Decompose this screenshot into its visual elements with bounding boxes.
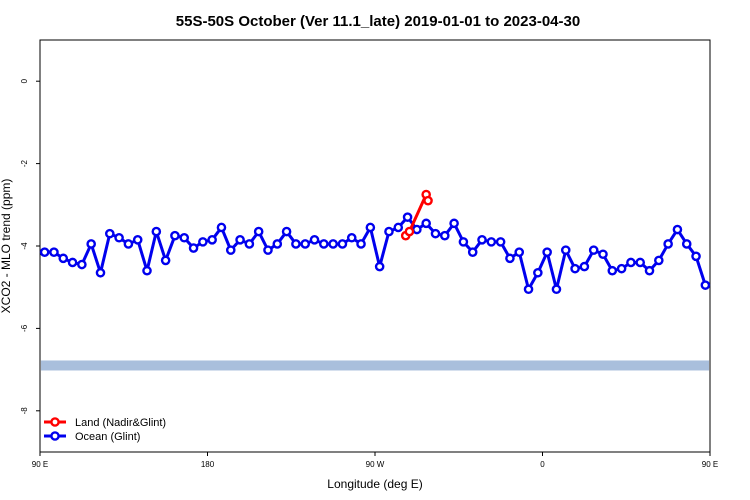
data-point: [346, 232, 357, 243]
data-point: [393, 222, 404, 233]
x-tick-label: 90 E: [32, 460, 48, 469]
data-point: [421, 218, 431, 229]
data-point: [328, 239, 338, 249]
legend: Land (Nadir&Glint) Ocean (Glint): [44, 417, 166, 443]
data-point: [374, 261, 385, 272]
y-tick-label: -6: [20, 324, 29, 332]
data-point: [681, 239, 692, 249]
data-point: [49, 247, 59, 257]
x-tick-label: 90 E: [702, 460, 718, 469]
x-tick-label: 0: [540, 460, 545, 469]
data-point: [319, 239, 329, 249]
data-point: [86, 239, 96, 249]
data-point: [356, 239, 366, 249]
data-point: [365, 222, 376, 233]
y-tick-label: -2: [20, 159, 29, 167]
data-point: [626, 257, 636, 268]
data-point: [95, 267, 106, 278]
legend-marker: [50, 417, 60, 427]
data-point: [477, 235, 487, 245]
data-point: [423, 195, 433, 206]
data-point: [291, 239, 301, 249]
data-point: [551, 284, 562, 295]
y-tick-label: 0: [20, 78, 29, 83]
data-point: [244, 239, 255, 249]
data-point: [663, 239, 673, 249]
data-point: [514, 247, 525, 257]
data-point: [495, 237, 506, 247]
legend-label: Land (Nadir&Glint): [75, 417, 166, 429]
data-point: [272, 239, 283, 249]
series-ocean: [39, 212, 711, 295]
data-point: [309, 235, 320, 245]
data-point: [160, 255, 171, 266]
data-point: [542, 247, 552, 257]
data-point: [533, 267, 543, 278]
data-point: [402, 212, 413, 222]
data-point: [337, 239, 348, 249]
legend-marker: [50, 431, 60, 441]
series-layer: [39, 189, 711, 295]
data-point: [123, 239, 134, 249]
data-point: [39, 247, 50, 257]
data-point: [58, 253, 69, 264]
data-point: [253, 226, 264, 237]
data-point: [300, 239, 311, 249]
data-point: [142, 265, 152, 276]
y-tick-label: -4: [20, 242, 29, 250]
land-band: [41, 360, 709, 371]
data-point: [114, 232, 124, 243]
chart-title: 55S-50S October (Ver 11.1_late) 2019-01-…: [176, 13, 580, 30]
data-point: [188, 243, 199, 253]
data-point: [467, 247, 478, 257]
data-point: [560, 245, 571, 255]
data-point: [635, 257, 646, 268]
x-tick-label: 90 W: [366, 460, 385, 469]
y-axis: 0 -2 -4 -6 -8: [20, 78, 40, 414]
data-point: [449, 218, 459, 229]
data-point: [458, 237, 469, 247]
data-point: [216, 222, 227, 233]
data-point: [132, 235, 143, 245]
series-land: [400, 189, 433, 241]
data-point: [412, 224, 422, 235]
y-tick-label: -8: [20, 407, 29, 415]
data-point: [207, 235, 217, 245]
data-point: [384, 226, 394, 237]
data-point: [179, 232, 190, 243]
data-point: [170, 230, 180, 241]
data-point: [672, 224, 683, 235]
data-point: [225, 245, 236, 255]
data-point: [67, 257, 78, 268]
data-point: [151, 226, 162, 237]
data-point: [654, 255, 664, 266]
x-tick-label: 180: [201, 460, 215, 469]
y-axis-label: XCO2 - MLO trend (ppm): [0, 179, 13, 314]
data-point: [700, 280, 711, 290]
data-point: [691, 251, 701, 262]
data-point: [616, 263, 627, 274]
data-point: [281, 226, 292, 237]
data-point: [523, 284, 534, 295]
data-point: [439, 230, 450, 241]
data-point: [644, 265, 655, 276]
data-point: [404, 226, 415, 237]
data-point: [263, 245, 273, 255]
x-axis-label: Longitude (deg E): [327, 477, 422, 491]
data-point: [505, 253, 515, 264]
data-point: [198, 237, 208, 247]
data-point: [607, 265, 618, 276]
legend-label: Ocean (Glint): [75, 431, 140, 443]
data-point: [486, 237, 497, 247]
data-point: [570, 263, 580, 274]
data-point: [588, 245, 599, 255]
x-axis: 90 E 180 90 W 0 90 E: [32, 452, 718, 469]
data-point: [104, 228, 115, 239]
data-point: [430, 228, 441, 239]
data-point: [598, 249, 608, 260]
data-point: [77, 259, 87, 270]
data-point: [235, 235, 245, 245]
data-point: [579, 261, 590, 272]
